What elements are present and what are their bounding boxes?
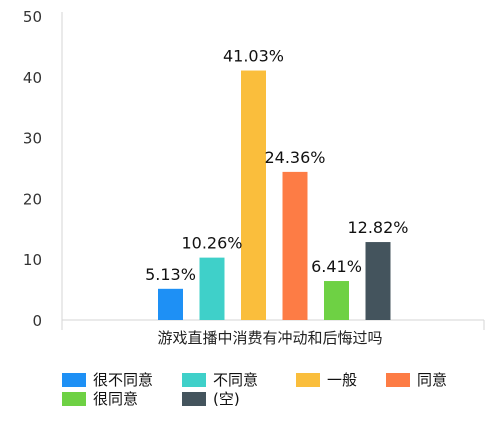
legend-swatch [386, 373, 410, 387]
bar-labels: 5.13% 10.26% 41.03% 24.36% 6.41% 12.82% [145, 47, 408, 284]
y-tick-label: 50 [23, 8, 42, 26]
x-axis-label: 游戏直播中消费有冲动和后悔过吗 [157, 329, 382, 347]
y-tick-label: 40 [23, 69, 42, 87]
bar-value-label: 6.41% [311, 257, 362, 276]
y-tick-label: 30 [23, 130, 42, 148]
x-axis [62, 319, 485, 330]
y-tick-label: 10 [23, 251, 42, 269]
legend-item: 不同意 [182, 371, 258, 389]
legend-item: 同意 [386, 371, 447, 389]
legend-item: 很不同意 [62, 371, 153, 389]
legend-swatch [182, 392, 206, 406]
bar-2 [199, 257, 225, 320]
bar-6 [365, 242, 391, 320]
bar-5 [324, 281, 349, 320]
bar-value-label: 41.03% [223, 47, 284, 66]
bar-1 [158, 288, 183, 320]
legend-item: 一般 [296, 371, 357, 389]
legend-label: (空) [213, 390, 240, 408]
bar-4 [282, 171, 308, 320]
legend-item: 很同意 [62, 390, 138, 408]
bar-value-label: 10.26% [181, 234, 242, 253]
legend-label: 一般 [327, 371, 357, 389]
legend-label: 很不同意 [93, 371, 153, 389]
y-tick-label: 0 [32, 312, 42, 330]
legend-label: 同意 [417, 371, 447, 389]
bar-value-label: 24.36% [264, 148, 325, 167]
legend-swatch [62, 392, 86, 406]
legend-swatch [182, 373, 206, 387]
legend-swatch [296, 373, 320, 387]
legend-label: 不同意 [213, 371, 258, 389]
y-axis: 0 10 20 30 40 50 [23, 8, 63, 330]
legend-item: (空) [182, 390, 240, 408]
legend-label: 很同意 [93, 390, 138, 408]
bar-3 [241, 70, 266, 320]
bar-value-label: 12.82% [347, 218, 408, 237]
bar-value-label: 5.13% [145, 265, 196, 284]
legend-swatch [62, 373, 86, 387]
y-tick-label: 20 [23, 190, 42, 208]
bars [158, 70, 391, 320]
